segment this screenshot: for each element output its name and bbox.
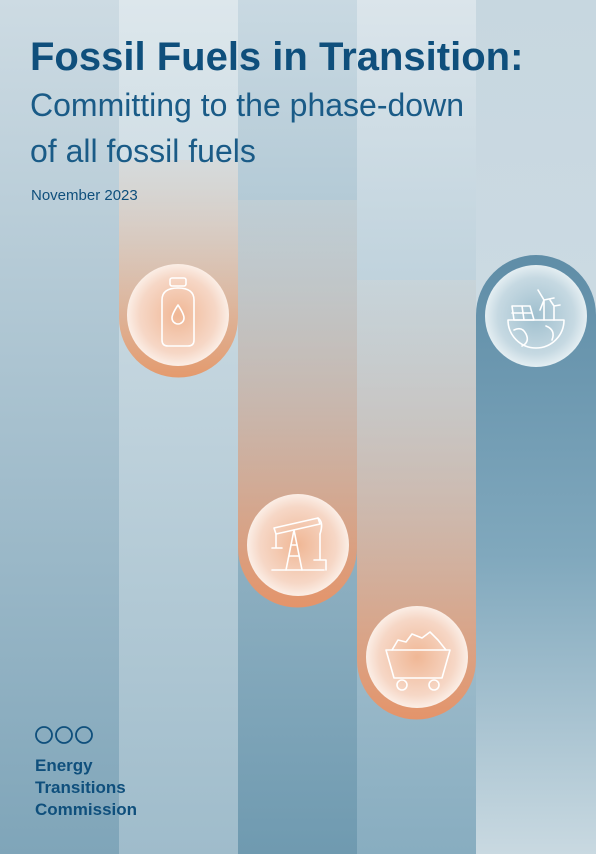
clean-energy-band — [476, 255, 596, 854]
date: November 2023 — [31, 187, 138, 204]
title: Fossil Fuels in Transition: — [30, 35, 523, 79]
clean-energy-icon-circle — [485, 265, 587, 367]
logo-text: Commission — [35, 800, 137, 819]
subtitle-line: Committing to the phase-down — [30, 87, 464, 123]
background-column — [0, 0, 119, 854]
clean-energy-icon — [507, 289, 565, 349]
logo-text: Energy — [35, 756, 93, 775]
logo-text: Transitions — [35, 778, 126, 797]
logo-mark — [35, 726, 93, 744]
gas-cylinder-icon — [161, 277, 195, 347]
gas-icon-circle — [127, 264, 229, 366]
subtitle-line: of all fossil fuels — [30, 133, 256, 169]
oil-icon-circle — [247, 494, 349, 596]
background-column — [119, 0, 238, 854]
oil-pump-icon — [271, 517, 327, 571]
coal-band — [357, 280, 476, 720]
coal-icon-circle — [366, 606, 468, 708]
coal-cart-icon — [385, 631, 451, 691]
